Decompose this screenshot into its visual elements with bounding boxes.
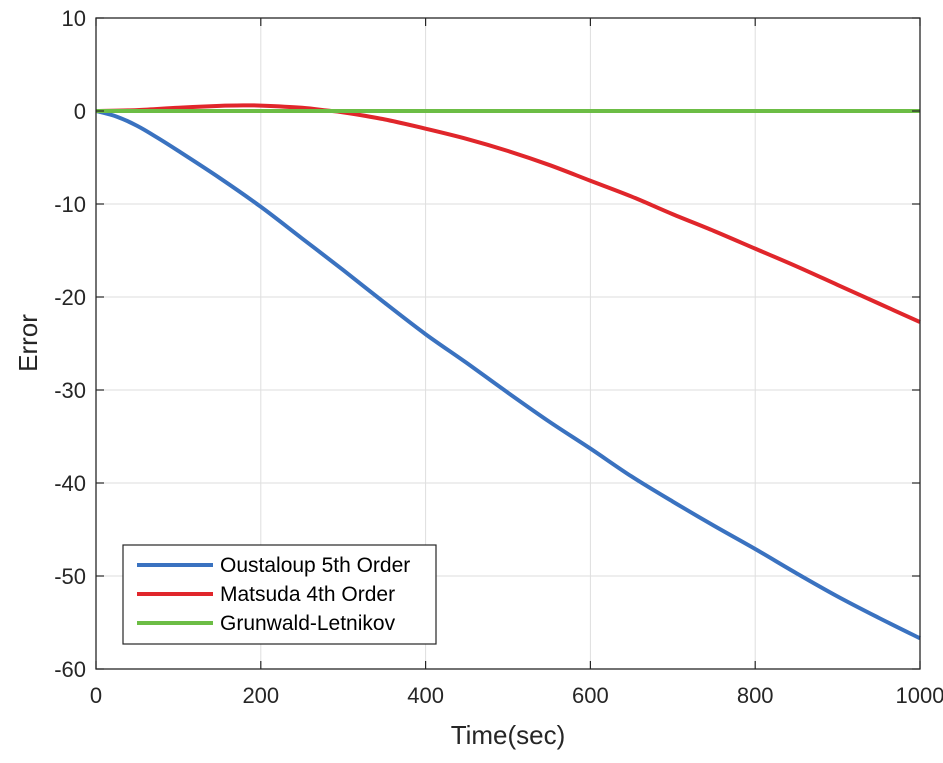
- y-tick-label: -10: [54, 192, 86, 217]
- axis-ticks: 0 200 400 600 800 1000 10 0 -10 -20 -30 -40 -50 -60: [54, 6, 943, 708]
- x-tick-label: 600: [572, 683, 609, 708]
- series-matsuda-line: [95, 103, 921, 324]
- x-axis-label: Time(sec): [451, 720, 566, 750]
- legend-label-oustaloup: Oustaloup 5th Order: [220, 554, 410, 577]
- y-tick-label: -20: [54, 285, 86, 310]
- x-tick-label: 200: [242, 683, 279, 708]
- legend-label-matsuda: Matsuda 4th Order: [220, 583, 395, 606]
- y-tick-label: 10: [62, 6, 86, 31]
- plot-border: [95, 17, 921, 670]
- y-tick-label: -30: [54, 378, 86, 403]
- x-tick-label: 400: [407, 683, 444, 708]
- y-tick-label: 0: [74, 99, 86, 124]
- legend: Oustaloup 5th Order Matsuda 4th Order Gr…: [122, 544, 437, 645]
- x-tick-label: 800: [737, 683, 774, 708]
- y-axis-label: Error: [13, 314, 43, 372]
- grid-lines: [96, 18, 920, 669]
- x-tick-label: 1000: [896, 683, 943, 708]
- series-oustaloup-line: [95, 109, 921, 641]
- series-layer: [95, 103, 921, 641]
- x-tick-label: 0: [90, 683, 102, 708]
- y-tick-label: -40: [54, 471, 86, 496]
- y-tick-label: -50: [54, 564, 86, 589]
- legend-label-grunwald: Grunwald-Letnikov: [220, 612, 396, 635]
- y-tick-label: -60: [54, 657, 86, 682]
